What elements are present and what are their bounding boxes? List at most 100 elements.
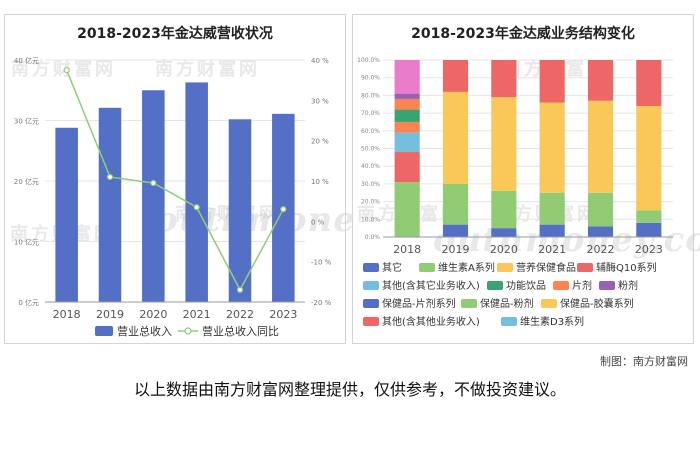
stack-segment xyxy=(394,132,420,153)
legend-swatch xyxy=(363,299,379,308)
legend-label: 功能饮品 xyxy=(506,279,546,292)
legend-label: 维生素A系列 xyxy=(438,261,495,274)
revenue-bar xyxy=(228,119,252,302)
legend-swatch xyxy=(501,317,517,326)
legend-swatch xyxy=(363,263,379,272)
y-left-tick-label: 0 亿元 xyxy=(18,298,39,307)
y-tick-label: 60.0% xyxy=(361,128,380,135)
legend-swatch xyxy=(599,281,615,290)
y-tick-label: 30.0% xyxy=(361,181,380,188)
legend-label: 其它 xyxy=(382,261,402,274)
stack-segment xyxy=(442,224,469,237)
legend-label: 保健品-粉剂 xyxy=(480,297,534,310)
stack-segment xyxy=(587,192,614,227)
legend-label: 保健品-胶囊系列 xyxy=(560,297,634,310)
revenue-chart-panel: 2018-2023年金达威营收状况 南方财富网 南方财富网 outhmoney.… xyxy=(4,14,467,344)
y-left-tick-label: 40 亿元 xyxy=(14,56,39,65)
stack-segment xyxy=(394,121,420,133)
revenue-bar xyxy=(98,107,122,302)
y-tick-label: 80.0% xyxy=(361,92,380,99)
yoy-point xyxy=(106,173,114,181)
legend-swatch xyxy=(363,317,379,326)
y-tick-label: 90.0% xyxy=(361,75,380,82)
legend-label: 辅酶Q10系列 xyxy=(596,261,657,274)
x-tick-label: 2020 xyxy=(139,308,167,321)
legend-swatch xyxy=(419,263,435,272)
stack-segment xyxy=(636,210,662,223)
revenue-chart: 0 亿元 10 亿元 20 亿元 30 亿元 40 亿元 -20 % -10 % 0 % 10 … xyxy=(14,56,332,338)
yoy-point xyxy=(236,286,244,293)
stack-segment xyxy=(587,60,614,101)
x-tick-label: 2021 xyxy=(538,243,566,256)
revenue-bar xyxy=(142,90,165,302)
y-tick-label: 0.0% xyxy=(365,234,381,241)
x-tick-label: 2021 xyxy=(183,308,211,321)
structure-chart-panel: 2018-2023年金达威业务结构变化 南方财富网 南方财富网 南方财富网 ou… xyxy=(352,14,700,344)
legend-label: 营养保健食品 xyxy=(516,261,576,274)
legend-label: 片剂 xyxy=(572,279,592,292)
stack-segment xyxy=(394,93,420,99)
legend-swatch xyxy=(363,281,379,290)
y-tick-label: 70.0% xyxy=(361,110,380,117)
y-right-tick-label: 30 % xyxy=(311,97,329,105)
stack-segment xyxy=(539,60,565,103)
revenue-bar xyxy=(55,127,78,302)
stack-segment xyxy=(394,152,420,183)
x-tick-label: 2018 xyxy=(393,243,421,256)
stack-segment xyxy=(636,60,662,107)
stack-segment xyxy=(539,192,565,225)
legend-swatch xyxy=(487,281,503,290)
x-tick-label: 2019 xyxy=(96,308,124,321)
stack-segment xyxy=(491,60,517,98)
y-left-tick-label: 10 亿元 xyxy=(14,238,39,247)
disclaimer: 以上数据由南方财富网整理提供，仅供参考，不做投资建议。 xyxy=(133,380,566,399)
revenue-chart-title: 2018-2023年金达威营收状况 xyxy=(77,26,273,42)
x-tick-label: 2023 xyxy=(635,243,663,256)
stack-segment xyxy=(394,182,420,237)
y-right-tick-label: -10 % xyxy=(311,259,332,267)
revenue-bar xyxy=(185,82,208,302)
y-right-tick-label: 40 % xyxy=(311,57,329,65)
structure-chart: 0.0% 10.0% 20.0% 30.0% 40.0% 50.0% 60.0% 70.0% 8… xyxy=(357,57,673,328)
y-tick-label: 50.0% xyxy=(361,146,380,153)
y-tick-label: 40.0% xyxy=(361,163,380,170)
stack-segment xyxy=(636,222,662,237)
legend-swatch xyxy=(461,299,477,308)
stack-segment xyxy=(442,60,469,92)
structure-chart-title: 2018-2023年金达威业务结构变化 xyxy=(411,26,635,42)
stack-segment xyxy=(491,190,517,229)
legend-label-revenue: 营业总收入 xyxy=(117,324,172,338)
stack-segment xyxy=(539,224,565,237)
y-right-tick-label: 0 % xyxy=(311,218,325,226)
yoy-point xyxy=(63,66,70,74)
stack-segment xyxy=(636,106,662,211)
y-right-tick-label: -20 % xyxy=(311,299,332,307)
stack-segment xyxy=(442,91,469,184)
y-left-tick-label: 20 亿元 xyxy=(14,177,39,186)
stack-segment xyxy=(491,228,517,237)
stack-segment xyxy=(394,98,420,110)
stack-segment xyxy=(394,109,420,122)
stack-segment xyxy=(587,100,614,193)
legend-swatch xyxy=(577,263,593,272)
legend-swatch xyxy=(497,263,513,272)
stack-segment xyxy=(539,102,565,193)
x-tick-label: 2023 xyxy=(269,308,297,321)
yoy-point xyxy=(193,204,200,211)
legend-swatch xyxy=(553,281,569,290)
y-right-tick-label: 20 % xyxy=(311,138,329,146)
legend-label: 其他(含其它业务收入) xyxy=(382,279,480,292)
y-tick-label: 100.0% xyxy=(357,57,380,64)
y-left-tick-label: 30 亿元 xyxy=(14,117,39,126)
yoy-point xyxy=(150,179,157,187)
legend-label-yoy: 营业总收入同比 xyxy=(202,324,279,338)
legend-label: 其他(含其他业务收入) xyxy=(382,315,480,328)
x-tick-label: 2019 xyxy=(442,243,470,256)
chart-credit: 制图：南方财富网 xyxy=(600,355,688,368)
y-tick-label: 10.0% xyxy=(361,216,380,223)
y-tick-label: 20.0% xyxy=(361,199,380,206)
x-tick-label: 2020 xyxy=(490,243,518,256)
yoy-point xyxy=(280,206,287,213)
legend-label: 维生素D3系列 xyxy=(520,315,584,328)
stack-segment xyxy=(587,226,614,237)
